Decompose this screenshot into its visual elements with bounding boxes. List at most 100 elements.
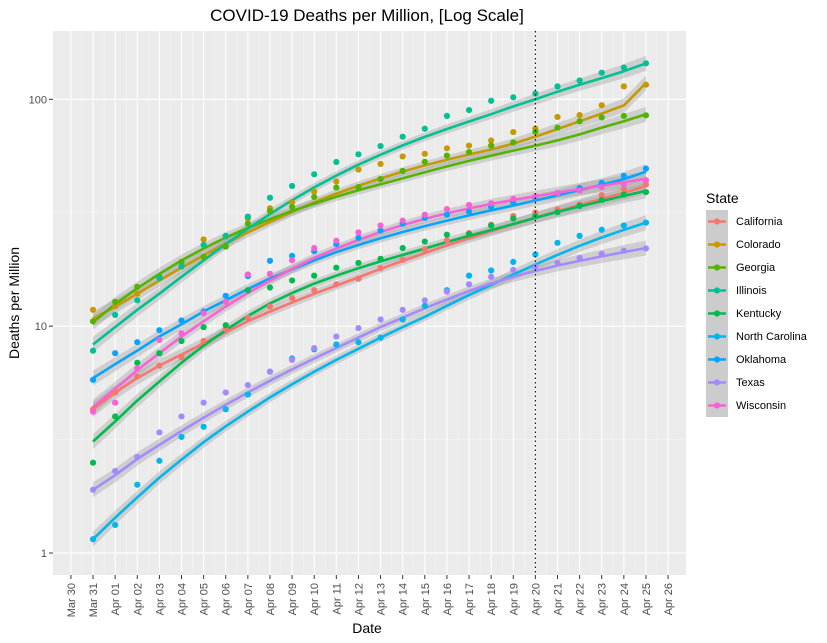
data-point [89,536,97,543]
data-point [89,306,97,313]
grid-minor [53,31,686,575]
legend-key-point [713,241,721,248]
data-point [222,389,229,396]
data-point [642,165,650,172]
data-point [222,232,229,239]
data-point [288,199,296,206]
data-point [510,258,517,265]
data-point [355,325,362,332]
data-point [576,118,583,125]
data-point [399,244,406,252]
x-tick-label: Apr 22 [575,583,587,615]
data-point [112,311,119,319]
x-tick-label: Apr 12 [353,583,365,615]
legend-item: Oklahoma [706,348,787,371]
data-point [156,327,163,334]
series-line [92,189,647,443]
data-point [311,272,318,279]
data-point [112,399,119,406]
y-tick-label: 100 [29,94,47,106]
data-point [510,94,517,101]
data-point [178,330,185,337]
data-point [200,241,207,249]
data-point [311,345,318,352]
data-point [421,125,428,132]
data-point [620,222,627,229]
data-point [134,365,141,372]
x-tick-label: Apr 06 [221,583,233,615]
data-point [244,391,251,398]
data-point [112,413,119,420]
data-point [89,486,97,493]
data-point [399,256,406,263]
y-tick-label: 10 [35,321,47,333]
x-tick-label: Apr 02 [132,583,144,615]
data-point [311,188,318,195]
data-point [443,206,451,213]
data-point [266,284,274,291]
data-point [554,239,561,246]
data-point [89,347,97,354]
data-point [620,172,627,179]
data-point [156,274,163,282]
data-point [311,171,318,178]
data-point [222,243,229,250]
data-point [465,272,473,279]
series-line [92,221,647,541]
data-point [134,373,141,380]
data-point [532,128,539,135]
data-point [333,178,340,185]
legend-item: Texas [706,371,765,394]
legend-item: Colorado [706,233,781,256]
data-point [399,133,406,140]
x-tick-label: Apr 18 [486,583,498,615]
x-tick-label: Apr 03 [154,583,166,615]
data-point [620,64,627,71]
data-point [222,406,229,413]
data-point [620,112,627,119]
legend-key-point [713,379,721,386]
data-point [532,90,539,97]
data-point [244,381,251,389]
x-tick-label: Apr 21 [552,583,564,615]
legend-label: Colorado [736,239,781,251]
data-point [443,112,451,119]
data-point [510,139,517,146]
data-point [89,408,97,415]
data-point [333,264,340,271]
data-point [488,142,495,149]
x-tick-label: Apr 01 [110,583,122,615]
legend-label: Kentucky [736,308,782,320]
data-point [421,150,428,157]
data-point [266,194,274,201]
data-point [421,211,428,218]
data-point [620,185,627,193]
data-point [642,81,650,88]
data-point [465,208,473,215]
x-tick-label: Apr 25 [641,583,653,615]
legend-label: Oklahoma [736,354,787,366]
data-point [355,234,362,241]
series-line [92,177,647,409]
legend-key-point [713,356,721,363]
data-point [222,292,229,299]
data-point [288,203,296,211]
legend-item: California [706,210,783,233]
legend-label: California [736,216,783,228]
data-point [488,267,495,274]
data-point [244,287,251,294]
legend-key-point [713,333,721,340]
data-point [598,250,605,258]
series-line [92,170,647,380]
legend-key-point [713,402,721,409]
data-point [642,112,650,119]
legend-label: Wisconsin [736,400,786,412]
data-point [443,237,451,244]
data-point [465,107,473,114]
x-tick-label: Apr 26 [663,583,675,615]
confidence-band [93,55,646,353]
data-point [554,83,561,90]
data-point [311,244,318,252]
data-point [620,191,627,198]
